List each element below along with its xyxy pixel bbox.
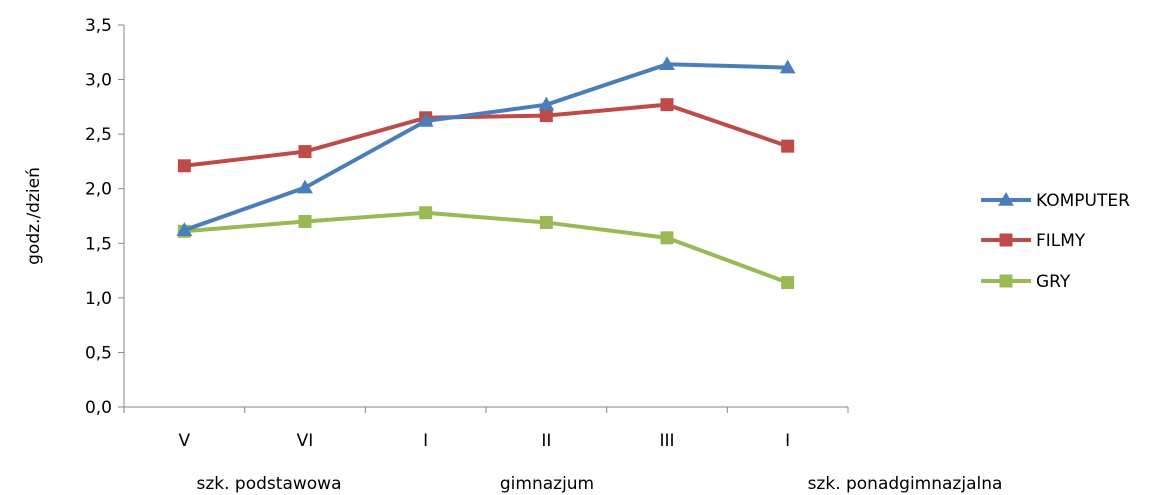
- data-point: [417, 113, 434, 127]
- series-line: [182, 210, 790, 285]
- x-tick-label: III: [659, 431, 674, 451]
- data-point: [659, 56, 675, 71]
- legend-marker: [998, 191, 1014, 206]
- y-tick-label: 0,0: [85, 398, 112, 418]
- data-point: [538, 96, 555, 111]
- data-point: [779, 59, 796, 74]
- legend-marker: [999, 233, 1013, 247]
- x-tick-label: VI: [297, 431, 314, 451]
- y-tick-label: 1,5: [85, 234, 112, 254]
- data-point: [177, 159, 191, 173]
- legend-label: KOMPUTER: [1036, 191, 1130, 211]
- data-point: [297, 179, 313, 194]
- y-axis: 0,0 0,5 1,0 1,5 2,0 2,5 3,0 3,5: [85, 16, 125, 418]
- data-point: [660, 98, 674, 112]
- data-point: [781, 139, 795, 153]
- data-point: [176, 222, 193, 236]
- legend-item: KOMPUTER: [981, 191, 1130, 211]
- series-gry: [177, 206, 795, 290]
- data-point: [298, 145, 312, 159]
- series-line: [182, 62, 790, 233]
- y-tick-label: 2,0: [85, 180, 112, 200]
- legend: KOMPUTER FILMY GRY: [981, 191, 1130, 292]
- series-filmy: [177, 98, 795, 173]
- x-group-label: szk. podstawowa: [197, 474, 342, 494]
- x-group-label: gimnazjum: [500, 474, 594, 494]
- series-layer: [176, 56, 796, 290]
- x-tick-label: I: [423, 431, 428, 451]
- y-tick-label: 3,5: [85, 16, 112, 36]
- x-tick-label: II: [541, 431, 551, 451]
- data-point: [781, 276, 795, 290]
- legend-label: GRY: [1036, 272, 1071, 292]
- x-group-label: szk. ponadgimnazjalna: [808, 474, 1003, 494]
- legend-label: FILMY: [1036, 231, 1086, 251]
- x-tick-label: V: [179, 431, 191, 451]
- y-tick-label: 0,5: [85, 343, 112, 363]
- legend-item: FILMY: [981, 231, 1086, 251]
- data-point: [539, 109, 553, 123]
- series-komputer: [176, 56, 796, 236]
- data-point: [298, 214, 312, 228]
- legend-item: GRY: [981, 272, 1071, 292]
- y-axis-title: godz./dzień: [24, 167, 44, 265]
- y-tick-label: 2,5: [85, 125, 112, 145]
- series-line: [182, 102, 790, 168]
- x-tick-label: I: [785, 431, 790, 451]
- data-point: [419, 206, 433, 220]
- y-tick-label: 1,0: [85, 289, 112, 309]
- legend-marker: [999, 274, 1013, 288]
- y-tick-label: 3,0: [85, 71, 112, 91]
- data-point: [660, 231, 674, 245]
- data-point: [539, 216, 553, 230]
